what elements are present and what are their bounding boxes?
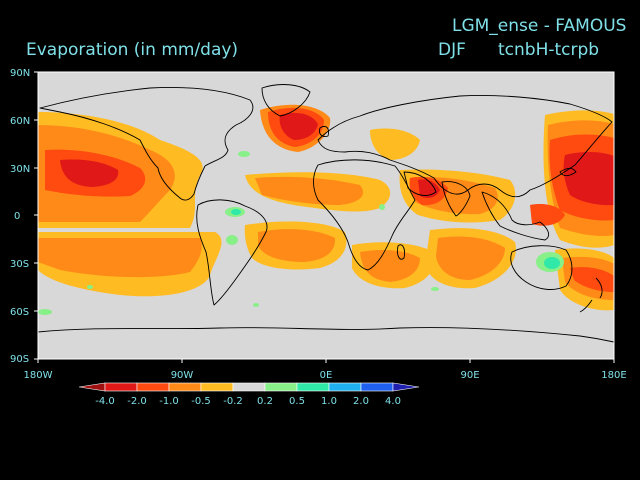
colorbar-label: -0.5 [191, 396, 211, 407]
colorbar-arrow-high [392, 382, 420, 392]
coast-japan [559, 167, 577, 177]
lat-label-equator: 0 [14, 211, 20, 222]
variable-title: Evaporation (in mm/day) [26, 40, 239, 60]
lat-label-90s: 90S [10, 354, 29, 365]
colorbar-swatch [200, 382, 234, 392]
field-level-red [60, 112, 614, 206]
lat-label-30s: 30S [10, 259, 29, 270]
experiment-title: LGM_ense - FAMOUS [452, 16, 627, 36]
lat-label-60n: 60N [10, 116, 30, 127]
coast-africa [313, 159, 416, 271]
tick-marks [34, 71, 615, 363]
colorbar-swatch [232, 382, 266, 392]
colorbar-label: 2.0 [353, 396, 369, 407]
colorbar-label: -1.0 [159, 396, 179, 407]
colorbar-label: 0.5 [289, 396, 305, 407]
coast-eurasia [317, 95, 613, 198]
colorbar-swatch [136, 382, 170, 392]
colorbar [78, 382, 420, 392]
coast-australia [510, 245, 573, 290]
experiment-code: tcnbH-tcrpb [498, 40, 600, 60]
colorbar-swatch [264, 382, 298, 392]
colorbar-label: 0.2 [257, 396, 273, 407]
coast-new-zealand [579, 277, 603, 313]
anomaly-field [38, 104, 614, 315]
season-label: DJF [438, 40, 466, 60]
lon-label-90w: 90W [171, 370, 194, 381]
lon-label-180w: 180W [24, 370, 53, 381]
lat-label-60s: 60S [10, 307, 29, 318]
coast-north-america [39, 87, 254, 201]
lon-label-180e: 180E [601, 370, 626, 381]
lon-label-90e: 90E [460, 370, 479, 381]
colorbar-label: 1.0 [321, 396, 337, 407]
lon-label-0e: 0E [320, 370, 333, 381]
coast-south-america [196, 199, 268, 306]
coast-antarctica [37, 327, 615, 343]
coast-arabia [403, 171, 437, 196]
lat-label-30n: 30N [10, 164, 30, 175]
colorbar-swatch [360, 382, 394, 392]
coast-british-isles [319, 125, 329, 137]
colorbar-swatch [168, 382, 202, 392]
colorbar-label: 4.0 [385, 396, 401, 407]
colorbar-labels: -4.0 -2.0 -1.0 -0.5 -0.2 0.2 0.5 1.0 2.0… [95, 396, 401, 407]
colorbar-swatch [104, 382, 138, 392]
coast-greenland [261, 84, 311, 117]
field-positive [38, 151, 564, 315]
lat-label-90n: 90N [10, 68, 30, 79]
coast-southeast-asia [481, 191, 550, 241]
colorbar-label: -0.2 [223, 396, 243, 407]
coastlines [37, 84, 615, 343]
colorbar-swatch [328, 382, 362, 392]
colorbar-label: -2.0 [127, 396, 147, 407]
coast-madagascar [397, 244, 405, 260]
coast-india [441, 181, 471, 217]
colorbar-swatch [296, 382, 330, 392]
colorbar-label: -4.0 [95, 396, 115, 407]
colorbar-arrow-low [78, 382, 106, 392]
